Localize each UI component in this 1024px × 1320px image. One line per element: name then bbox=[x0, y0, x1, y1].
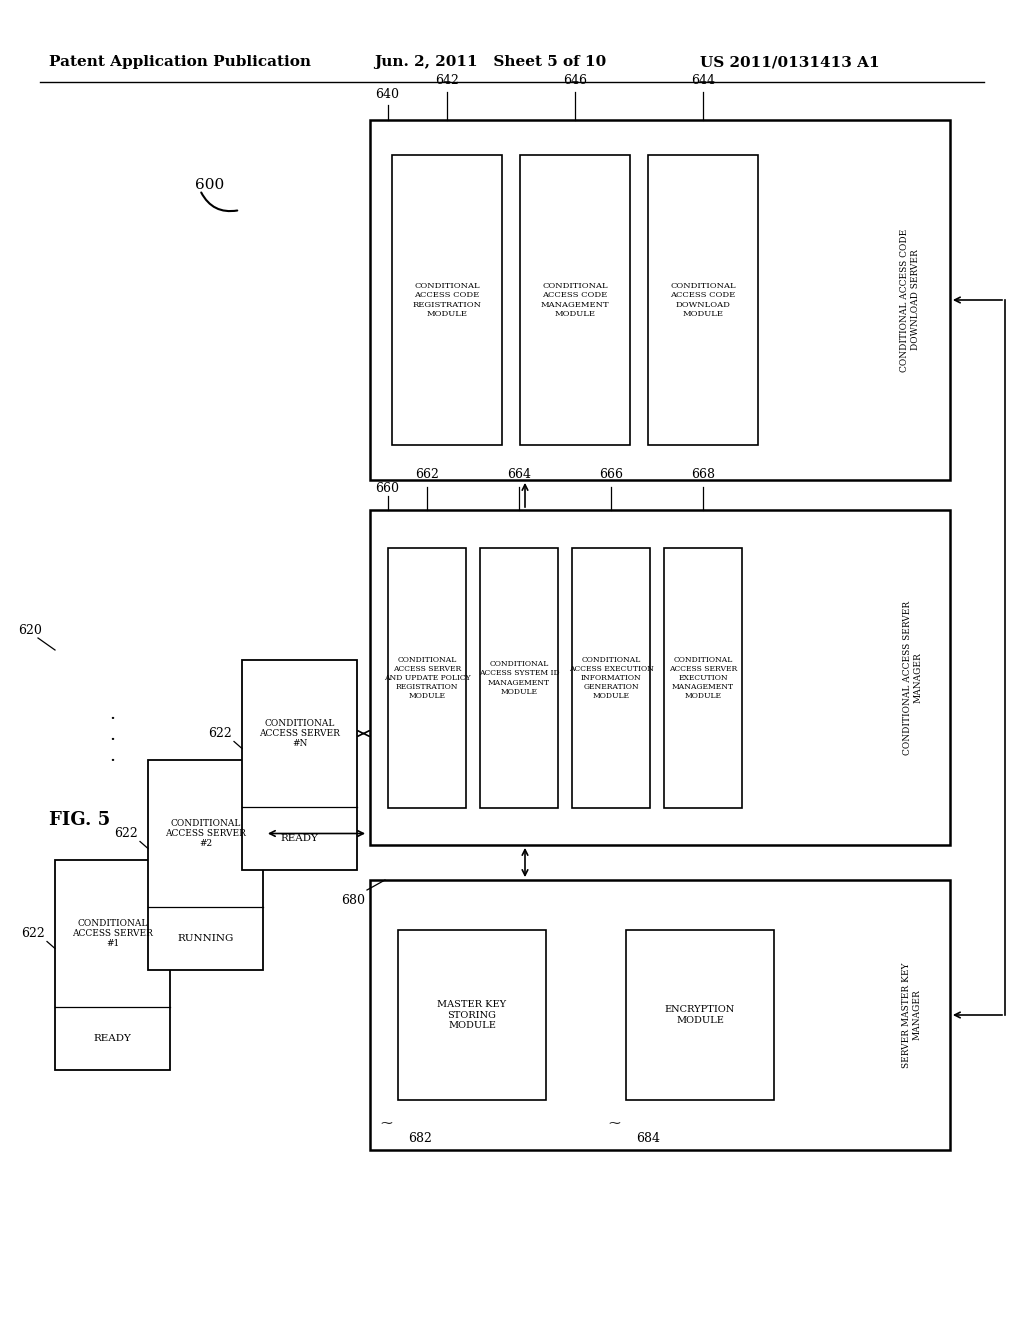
Bar bbox=[242, 660, 357, 870]
Text: 644: 644 bbox=[691, 74, 715, 87]
Text: ·
·
·: · · · bbox=[109, 710, 115, 770]
Bar bbox=[392, 154, 502, 445]
Text: 680: 680 bbox=[341, 894, 365, 907]
Bar bbox=[388, 548, 466, 808]
Text: 600: 600 bbox=[195, 178, 224, 191]
Bar bbox=[648, 154, 758, 445]
Text: 664: 664 bbox=[507, 469, 531, 482]
Text: 646: 646 bbox=[563, 74, 587, 87]
Text: Jun. 2, 2011   Sheet 5 of 10: Jun. 2, 2011 Sheet 5 of 10 bbox=[374, 55, 606, 69]
Text: CONDITIONAL
ACCESS EXECUTION
INFORMATION
GENERATION
MODULE: CONDITIONAL ACCESS EXECUTION INFORMATION… bbox=[568, 656, 653, 701]
Text: CONDITIONAL
ACCESS SERVER
#N: CONDITIONAL ACCESS SERVER #N bbox=[259, 718, 340, 748]
Text: 640: 640 bbox=[375, 88, 399, 102]
Text: 684: 684 bbox=[636, 1131, 660, 1144]
Text: CONDITIONAL
ACCESS SERVER
#1: CONDITIONAL ACCESS SERVER #1 bbox=[72, 919, 153, 948]
Text: Patent Application Publication: Patent Application Publication bbox=[49, 55, 311, 69]
Text: FIG. 5: FIG. 5 bbox=[49, 810, 111, 829]
Text: 642: 642 bbox=[435, 74, 459, 87]
Text: MASTER KEY
STORING
MODULE: MASTER KEY STORING MODULE bbox=[437, 1001, 507, 1030]
Text: READY: READY bbox=[281, 834, 318, 843]
Bar bbox=[626, 931, 774, 1100]
Text: RUNNING: RUNNING bbox=[177, 935, 233, 942]
Text: CONDITIONAL
ACCESS SYSTEM ID
MANAGEMENT
MODULE: CONDITIONAL ACCESS SYSTEM ID MANAGEMENT … bbox=[478, 660, 559, 696]
Text: 622: 622 bbox=[208, 727, 231, 741]
Text: 668: 668 bbox=[691, 469, 715, 482]
Bar bbox=[370, 120, 950, 480]
Bar bbox=[572, 548, 650, 808]
Bar bbox=[398, 931, 546, 1100]
Bar bbox=[370, 510, 950, 845]
Text: 662: 662 bbox=[415, 469, 439, 482]
Bar bbox=[664, 548, 742, 808]
Bar bbox=[480, 548, 558, 808]
Text: READY: READY bbox=[93, 1034, 131, 1043]
Text: CONDITIONAL ACCESS SERVER
MANAGER: CONDITIONAL ACCESS SERVER MANAGER bbox=[903, 601, 923, 755]
Text: CONDITIONAL ACCESS CODE
DOWNLOAD SERVER: CONDITIONAL ACCESS CODE DOWNLOAD SERVER bbox=[900, 228, 920, 372]
Bar bbox=[55, 861, 170, 1071]
Text: CONDITIONAL
ACCESS SERVER
EXECUTION
MANAGEMENT
MODULE: CONDITIONAL ACCESS SERVER EXECUTION MANA… bbox=[669, 656, 737, 701]
Text: US 2011/0131413 A1: US 2011/0131413 A1 bbox=[700, 55, 880, 69]
Text: 666: 666 bbox=[599, 469, 623, 482]
Text: ~: ~ bbox=[379, 1114, 393, 1131]
Text: 622: 622 bbox=[22, 927, 45, 940]
Text: ENCRYPTION
MODULE: ENCRYPTION MODULE bbox=[665, 1006, 735, 1024]
Bar bbox=[148, 760, 263, 970]
Text: SERVER MASTER KEY
MANAGER: SERVER MASTER KEY MANAGER bbox=[902, 962, 922, 1068]
Text: 622: 622 bbox=[114, 828, 138, 840]
Text: CONDITIONAL
ACCESS CODE
DOWNLOAD
MODULE: CONDITIONAL ACCESS CODE DOWNLOAD MODULE bbox=[670, 282, 736, 318]
Text: 620: 620 bbox=[18, 623, 42, 636]
Text: 682: 682 bbox=[408, 1131, 432, 1144]
Bar bbox=[370, 880, 950, 1150]
Text: CONDITIONAL
ACCESS SERVER
#2: CONDITIONAL ACCESS SERVER #2 bbox=[165, 818, 246, 849]
Text: CONDITIONAL
ACCESS CODE
REGISTRATION
MODULE: CONDITIONAL ACCESS CODE REGISTRATION MOD… bbox=[413, 282, 481, 318]
Text: CONDITIONAL
ACCESS CODE
MANAGEMENT
MODULE: CONDITIONAL ACCESS CODE MANAGEMENT MODUL… bbox=[541, 282, 609, 318]
Text: 660: 660 bbox=[375, 482, 399, 495]
Text: ~: ~ bbox=[607, 1114, 621, 1131]
Text: CONDITIONAL
ACCESS SERVER
AND UPDATE POLICY
REGISTRATION
MODULE: CONDITIONAL ACCESS SERVER AND UPDATE POL… bbox=[384, 656, 470, 701]
Bar bbox=[520, 154, 630, 445]
